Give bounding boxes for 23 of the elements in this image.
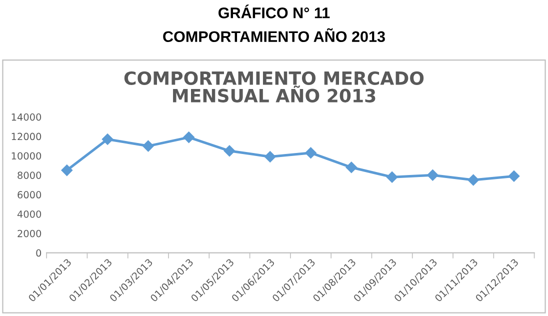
y-tick-label: 12000: [12, 132, 42, 140]
text: COMPORTAMIENTO AÑO 2013: [163, 28, 385, 42]
point: [386, 171, 398, 183]
y-tick-label: 0: [36, 249, 42, 257]
y-tick-label: 8000: [18, 172, 42, 179]
y-tick-label: 6000: [18, 191, 42, 198]
text: GRÁFICO N° 11: [218, 4, 330, 18]
y-tick-label: 10000: [12, 152, 42, 160]
point: [61, 164, 73, 176]
point: [427, 170, 438, 181]
point: [142, 140, 154, 152]
point: [183, 132, 194, 143]
point: [346, 162, 358, 173]
y-tick-label: 4000: [17, 210, 42, 218]
point: [508, 170, 520, 182]
point: [305, 147, 316, 158]
chart-title: COMPORTAMIENTO MERCADO MENSUAL AÑO 2013: [124, 71, 424, 102]
point: [468, 174, 479, 186]
y-tick-label: 2000: [18, 230, 42, 238]
y-tick-label: 14000: [12, 113, 42, 121]
point: [264, 151, 276, 162]
point: [224, 145, 236, 156]
point: [102, 134, 114, 145]
